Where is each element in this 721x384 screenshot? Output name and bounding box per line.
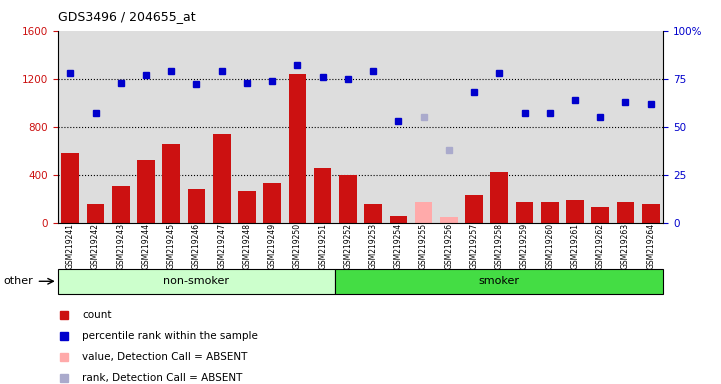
- Text: GSM219256: GSM219256: [444, 223, 454, 269]
- Text: GSM219257: GSM219257: [469, 223, 479, 269]
- Text: GSM219245: GSM219245: [167, 223, 176, 269]
- Bar: [440, 217, 458, 223]
- Bar: [490, 172, 508, 223]
- Bar: [61, 153, 79, 223]
- Bar: [566, 200, 584, 223]
- Bar: [288, 74, 306, 223]
- Bar: [616, 202, 634, 223]
- Bar: [541, 202, 559, 223]
- Text: GSM219242: GSM219242: [91, 223, 100, 269]
- Text: GSM219261: GSM219261: [570, 223, 580, 269]
- Text: GSM219259: GSM219259: [520, 223, 529, 269]
- Bar: [364, 204, 382, 223]
- Bar: [213, 134, 231, 223]
- Bar: [87, 204, 105, 223]
- Text: GSM219255: GSM219255: [419, 223, 428, 269]
- Text: GSM219254: GSM219254: [394, 223, 403, 269]
- Text: GDS3496 / 204655_at: GDS3496 / 204655_at: [58, 10, 195, 23]
- Text: GSM219258: GSM219258: [495, 223, 504, 269]
- Bar: [112, 186, 130, 223]
- Text: smoker: smoker: [479, 276, 520, 286]
- Bar: [335, 269, 663, 294]
- Text: GSM219243: GSM219243: [116, 223, 125, 269]
- Text: GSM219250: GSM219250: [293, 223, 302, 269]
- Text: value, Detection Call = ABSENT: value, Detection Call = ABSENT: [82, 352, 247, 362]
- Text: GSM219264: GSM219264: [646, 223, 655, 269]
- Text: GSM219260: GSM219260: [545, 223, 554, 269]
- Text: GSM219262: GSM219262: [596, 223, 605, 269]
- Text: non-smoker: non-smoker: [164, 276, 229, 286]
- Text: percentile rank within the sample: percentile rank within the sample: [82, 331, 258, 341]
- Bar: [137, 161, 155, 223]
- Bar: [162, 144, 180, 223]
- Bar: [58, 269, 335, 294]
- Bar: [389, 216, 407, 223]
- Text: rank, Detection Call = ABSENT: rank, Detection Call = ABSENT: [82, 373, 242, 383]
- Bar: [642, 204, 660, 223]
- Text: GSM219253: GSM219253: [368, 223, 378, 269]
- Bar: [339, 175, 357, 223]
- Text: GSM219246: GSM219246: [192, 223, 201, 269]
- Text: GSM219249: GSM219249: [267, 223, 277, 269]
- Text: GSM219263: GSM219263: [621, 223, 630, 269]
- Text: other: other: [4, 276, 33, 286]
- Bar: [465, 195, 483, 223]
- Text: GSM219241: GSM219241: [66, 223, 75, 269]
- Bar: [516, 202, 534, 223]
- Text: GSM219244: GSM219244: [141, 223, 151, 269]
- Bar: [314, 167, 332, 223]
- Bar: [263, 183, 281, 223]
- Text: GSM219251: GSM219251: [318, 223, 327, 269]
- Text: GSM219252: GSM219252: [343, 223, 353, 269]
- Bar: [187, 189, 205, 223]
- Text: GSM219248: GSM219248: [242, 223, 252, 269]
- Bar: [591, 207, 609, 223]
- Bar: [238, 191, 256, 223]
- Text: count: count: [82, 310, 112, 320]
- Text: GSM219247: GSM219247: [217, 223, 226, 269]
- Bar: [415, 202, 433, 223]
